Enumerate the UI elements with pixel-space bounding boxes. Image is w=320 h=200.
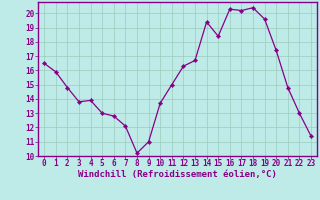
X-axis label: Windchill (Refroidissement éolien,°C): Windchill (Refroidissement éolien,°C) — [78, 170, 277, 179]
